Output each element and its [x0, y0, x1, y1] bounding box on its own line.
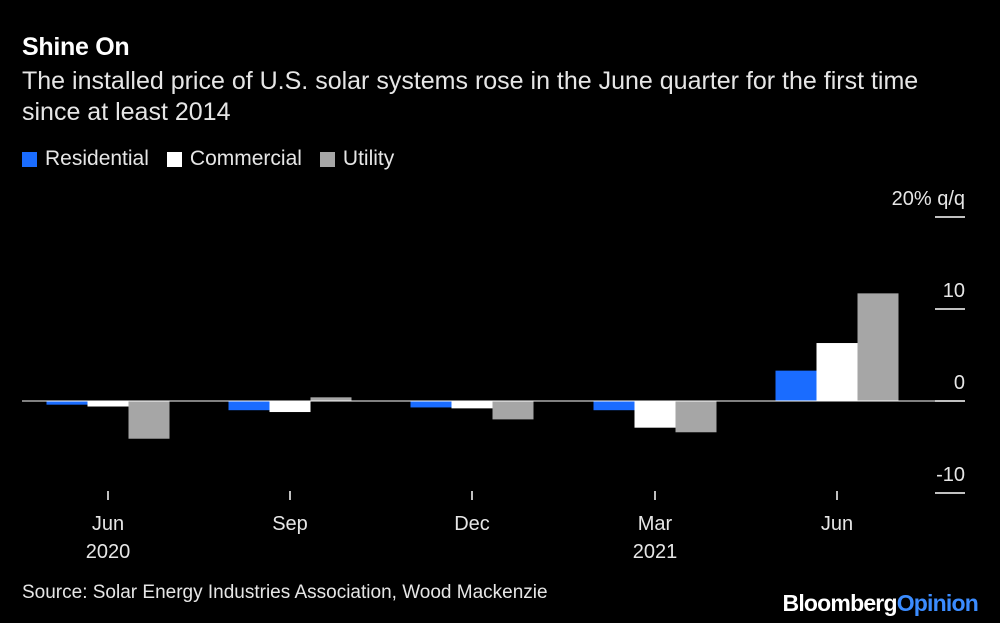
legend-swatch-residential: [22, 151, 37, 167]
x-tick-label: Dec: [454, 513, 490, 535]
x-tick-year-label: 2021: [633, 541, 678, 563]
x-tick-label: Jun: [92, 513, 124, 535]
legend-item-residential: Residential: [22, 147, 149, 171]
legend-label-commercial: Commercial: [189, 147, 302, 170]
bar-residential-0: [46, 401, 88, 405]
bar-utility-2: [492, 401, 534, 420]
bar-utility-3: [675, 401, 717, 433]
bar-residential-1: [228, 401, 270, 411]
bar-commercial-2: [451, 401, 493, 409]
legend-item-commercial: Commercial: [166, 147, 302, 171]
y-tick-label: 10: [943, 280, 965, 302]
legend-swatch-commercial: [166, 151, 182, 167]
legend-label-residential: Residential: [45, 147, 149, 170]
y-tick-label: 0: [954, 372, 965, 394]
bar-commercial-4: [816, 343, 858, 401]
x-tick-label: Mar: [638, 513, 673, 535]
bar-commercial-0: [87, 401, 129, 407]
bar-commercial-3: [634, 401, 676, 428]
y-tick-label: -10: [936, 464, 965, 486]
bar-residential-2: [410, 401, 452, 408]
bar-utility-0: [128, 401, 170, 439]
legend-swatch-utility: [319, 151, 335, 167]
chart-subtitle: The installed price of U.S. solar system…: [22, 67, 919, 126]
source-note: Source: Solar Energy Industries Associat…: [22, 582, 548, 603]
bar-commercial-1: [269, 401, 311, 413]
legend-item-utility: Utility: [319, 147, 395, 171]
x-tick-label: Sep: [272, 513, 308, 535]
legend-label-utility: Utility: [342, 147, 395, 170]
bar-residential-3: [593, 401, 635, 411]
x-tick-label: Jun: [821, 513, 853, 535]
bloomberg-opinion-logo: BloombergOpinion: [782, 590, 979, 616]
bar-utility-1: [310, 397, 352, 401]
x-tick-year-label: 2020: [86, 541, 131, 563]
chart-title: Shine On: [22, 33, 130, 61]
y-tick-label: 20% q/q: [892, 188, 965, 210]
chart-legend: Residential Commercial Utility: [22, 147, 412, 171]
bar-residential-4: [775, 370, 817, 401]
bar-utility-4: [857, 293, 899, 401]
